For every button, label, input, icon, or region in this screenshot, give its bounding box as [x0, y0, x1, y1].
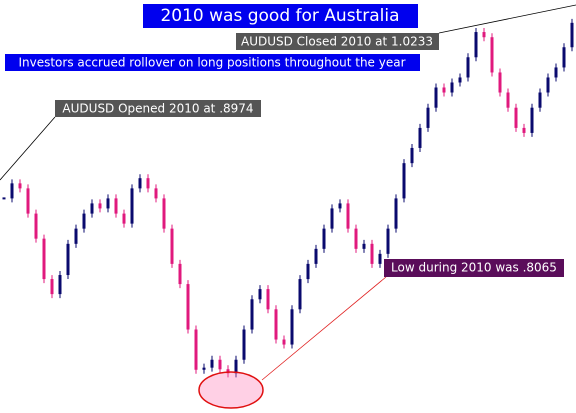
candle-body — [554, 67, 558, 78]
candle-body — [10, 183, 14, 199]
candle-body — [250, 299, 254, 330]
candle-body — [274, 309, 278, 340]
candle-body — [154, 188, 158, 199]
annotation-box — [384, 259, 564, 277]
candle-body — [234, 359, 238, 374]
candle-body — [290, 309, 294, 345]
candle-body — [138, 178, 142, 189]
low-highlight — [198, 371, 264, 409]
candle-body — [418, 127, 422, 148]
candle-body — [18, 183, 22, 189]
candle-body — [450, 82, 454, 93]
candle-body — [474, 32, 478, 58]
candle-body — [562, 47, 566, 68]
candle-body — [346, 203, 350, 229]
candle-body — [322, 228, 326, 249]
candle-body — [378, 253, 382, 264]
candle-body — [338, 203, 342, 209]
candle-body — [434, 87, 438, 108]
candle-body — [498, 72, 502, 93]
annotation-box — [55, 100, 261, 117]
annotation: Investors accrued rollover on long posit… — [18, 56, 405, 70]
candle-body — [194, 329, 198, 370]
candle-body — [82, 213, 86, 229]
candle-body — [354, 228, 358, 249]
candle-body — [242, 329, 246, 360]
annotation: AUDUSD Opened 2010 at .8974 — [62, 102, 253, 116]
pointer-line — [0, 116, 56, 181]
candle-body — [258, 289, 262, 300]
candle-body — [74, 228, 78, 244]
candle-body — [186, 284, 190, 330]
candle-body — [226, 369, 230, 374]
annotation: AUDUSD Closed 2010 at 1.0233 — [241, 35, 433, 49]
candle-body — [482, 32, 486, 38]
candle-body — [306, 263, 310, 280]
chart-title: 2010 was good for Australia — [160, 6, 399, 26]
candle-body — [522, 127, 526, 133]
title-box — [143, 4, 418, 28]
candle-body — [466, 57, 470, 78]
candle-body — [570, 22, 574, 48]
candle-body — [210, 359, 214, 368]
candle-body — [202, 367, 206, 370]
candle-body — [146, 178, 150, 189]
candle-body — [98, 203, 102, 209]
candle-body — [514, 107, 518, 128]
candle-body — [546, 77, 550, 93]
candle-body — [426, 107, 430, 128]
candle-body — [538, 92, 542, 108]
annotation-box — [236, 33, 439, 50]
pointer-line — [438, 4, 576, 34]
candle-body — [506, 92, 510, 108]
candle-body — [402, 163, 406, 199]
candle-body — [90, 203, 94, 214]
annotation: Low during 2010 was .8065 — [391, 261, 557, 275]
candle-body — [330, 208, 334, 229]
candle-body — [58, 275, 62, 295]
candle-body — [458, 77, 462, 83]
candle-body — [394, 198, 398, 229]
candle-body — [298, 279, 302, 310]
candle-body — [50, 279, 54, 295]
candle-body — [442, 87, 446, 93]
candle-body — [314, 248, 318, 264]
candle-body — [178, 263, 182, 285]
candle-body — [386, 228, 390, 254]
candle-body — [162, 198, 166, 229]
candle-body — [34, 213, 38, 239]
candle-body — [266, 289, 270, 310]
candle-body — [106, 198, 110, 209]
candle-body — [218, 359, 222, 370]
candles — [2, 18, 574, 378]
pointer-line — [261, 276, 387, 381]
candle-body — [282, 339, 286, 345]
candle-body — [530, 107, 534, 133]
candle-body — [410, 147, 414, 164]
candle-body — [170, 228, 174, 264]
candle-body — [122, 213, 126, 224]
candle-body — [362, 243, 366, 249]
candle-body — [26, 188, 30, 214]
candle-body — [490, 37, 494, 73]
candle-body — [66, 243, 70, 276]
candle-body — [370, 243, 374, 264]
candle-body — [2, 197, 6, 200]
candle-body — [114, 198, 118, 214]
annotation-box — [5, 54, 420, 71]
candle-body — [130, 188, 134, 224]
candle-body — [42, 238, 46, 280]
